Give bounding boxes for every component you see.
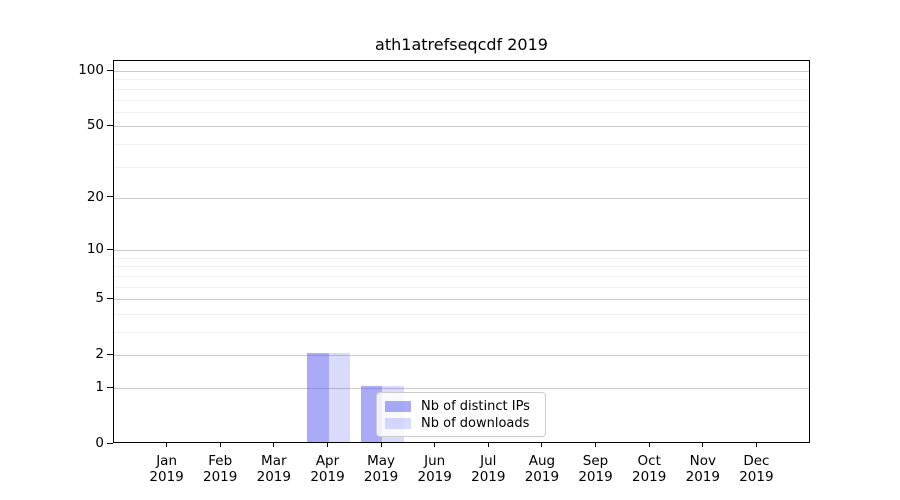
y-tick-mark bbox=[107, 69, 113, 71]
x-tick-month: Feb bbox=[208, 453, 233, 469]
x-tick-label: Oct 2019 bbox=[609, 453, 689, 485]
major-gridline bbox=[114, 355, 809, 357]
x-tick-month: Dec bbox=[743, 453, 770, 469]
x-tick-month: Jun bbox=[424, 453, 446, 469]
x-tick-mark bbox=[434, 443, 436, 447]
x-tick-year: 2019 bbox=[203, 469, 238, 485]
y-tick-label: 5 bbox=[95, 290, 104, 307]
legend-swatch bbox=[385, 418, 411, 429]
x-tick-mark bbox=[755, 443, 757, 447]
y-tick-label: 50 bbox=[86, 117, 104, 134]
x-tick-year: 2019 bbox=[578, 469, 613, 485]
x-tick-mark bbox=[380, 443, 382, 447]
x-tick-label: Jun 2019 bbox=[395, 453, 475, 485]
x-tick-mark bbox=[327, 443, 328, 447]
y-tick-mark bbox=[107, 386, 113, 388]
x-tick-label: Jul 2019 bbox=[448, 453, 528, 485]
x-tick-year: 2019 bbox=[632, 469, 667, 485]
x-tick-label: Jan 2019 bbox=[127, 453, 207, 485]
x-tick-month: Jan bbox=[156, 453, 177, 469]
y-tick-mark bbox=[107, 353, 113, 355]
x-tick-month: Apr bbox=[315, 453, 340, 469]
x-tick-mark bbox=[702, 443, 704, 447]
x-tick-label: May 2019 bbox=[341, 453, 421, 485]
major-gridline bbox=[114, 250, 809, 252]
x-tick-year: 2019 bbox=[149, 469, 184, 485]
minor-gridline bbox=[114, 143, 809, 145]
x-tick-label: Nov 2019 bbox=[663, 453, 743, 485]
x-tick-month: Nov bbox=[689, 453, 716, 469]
y-tick-mark bbox=[107, 248, 113, 250]
minor-gridline bbox=[114, 79, 809, 81]
x-tick-year: 2019 bbox=[685, 469, 720, 485]
x-tick-label: Apr 2019 bbox=[288, 453, 368, 485]
x-tick-year: 2019 bbox=[363, 469, 399, 485]
minor-gridline bbox=[114, 257, 809, 259]
minor-gridline bbox=[114, 286, 809, 288]
x-tick-label: Mar 2019 bbox=[234, 453, 314, 485]
x-tick-mark bbox=[219, 443, 221, 447]
bar-nb-of-downloads bbox=[328, 353, 350, 442]
major-gridline bbox=[114, 71, 809, 72]
plot-area: Nb of distinct IPs Nb of downloads bbox=[113, 60, 810, 443]
bar-nb-of-distinct-ips bbox=[307, 353, 329, 442]
minor-gridline bbox=[114, 99, 809, 101]
x-tick-mark bbox=[487, 443, 489, 447]
minor-gridline bbox=[114, 166, 809, 168]
x-tick-month: May bbox=[367, 453, 396, 469]
x-tick-month: Jul bbox=[480, 453, 497, 469]
x-tick-mark bbox=[541, 443, 543, 447]
legend-swatch bbox=[385, 401, 411, 412]
y-tick-label: 2 bbox=[95, 346, 104, 363]
major-gridline bbox=[114, 388, 809, 389]
major-gridline bbox=[114, 299, 809, 301]
legend-label: Nb of downloads bbox=[421, 416, 530, 431]
x-tick-mark bbox=[595, 443, 596, 447]
x-tick-label: Aug 2019 bbox=[502, 453, 582, 485]
x-tick-month: Aug bbox=[528, 453, 556, 469]
x-tick-label: Dec 2019 bbox=[716, 453, 796, 485]
x-tick-label: Sep 2019 bbox=[556, 453, 636, 485]
y-tick-mark bbox=[107, 124, 113, 126]
x-tick-month: Sep bbox=[582, 453, 609, 469]
legend-item: Nb of downloads bbox=[385, 416, 537, 431]
y-tick-mark bbox=[107, 196, 113, 198]
minor-gridline bbox=[114, 313, 809, 315]
x-tick-year: 2019 bbox=[524, 469, 560, 485]
legend-item: Nb of distinct IPs bbox=[385, 399, 537, 414]
x-tick-year: 2019 bbox=[256, 469, 291, 485]
x-tick-label: Feb 2019 bbox=[180, 453, 260, 485]
major-gridline bbox=[114, 197, 809, 199]
y-tick-mark bbox=[107, 442, 113, 444]
x-tick-mark bbox=[166, 443, 168, 447]
x-tick-year: 2019 bbox=[310, 469, 345, 485]
legend: Nb of distinct IPs Nb of downloads bbox=[376, 392, 546, 437]
minor-gridline bbox=[114, 332, 809, 333]
x-tick-year: 2019 bbox=[471, 469, 506, 485]
x-tick-month: Mar bbox=[261, 453, 287, 469]
legend-label: Nb of distinct IPs bbox=[421, 399, 530, 414]
x-tick-mark bbox=[273, 443, 275, 447]
chart-title: ath1atrefseqcdf 2019 bbox=[375, 35, 548, 54]
x-tick-year: 2019 bbox=[417, 469, 452, 485]
minor-gridline bbox=[114, 266, 809, 268]
major-gridline bbox=[114, 126, 809, 128]
y-tick-label: 20 bbox=[86, 188, 104, 205]
x-tick-mark bbox=[648, 443, 650, 447]
y-tick-label: 100 bbox=[78, 62, 104, 78]
x-tick-year: 2019 bbox=[739, 469, 774, 485]
x-tick-month: Oct bbox=[637, 453, 661, 469]
minor-gridline bbox=[114, 275, 809, 277]
minor-gridline bbox=[114, 88, 809, 90]
y-tick-label: 10 bbox=[86, 241, 104, 258]
y-tick-mark bbox=[107, 297, 113, 299]
y-tick-label: 1 bbox=[95, 379, 104, 395]
y-tick-label: 0 bbox=[95, 435, 104, 451]
minor-gridline bbox=[114, 111, 809, 113]
